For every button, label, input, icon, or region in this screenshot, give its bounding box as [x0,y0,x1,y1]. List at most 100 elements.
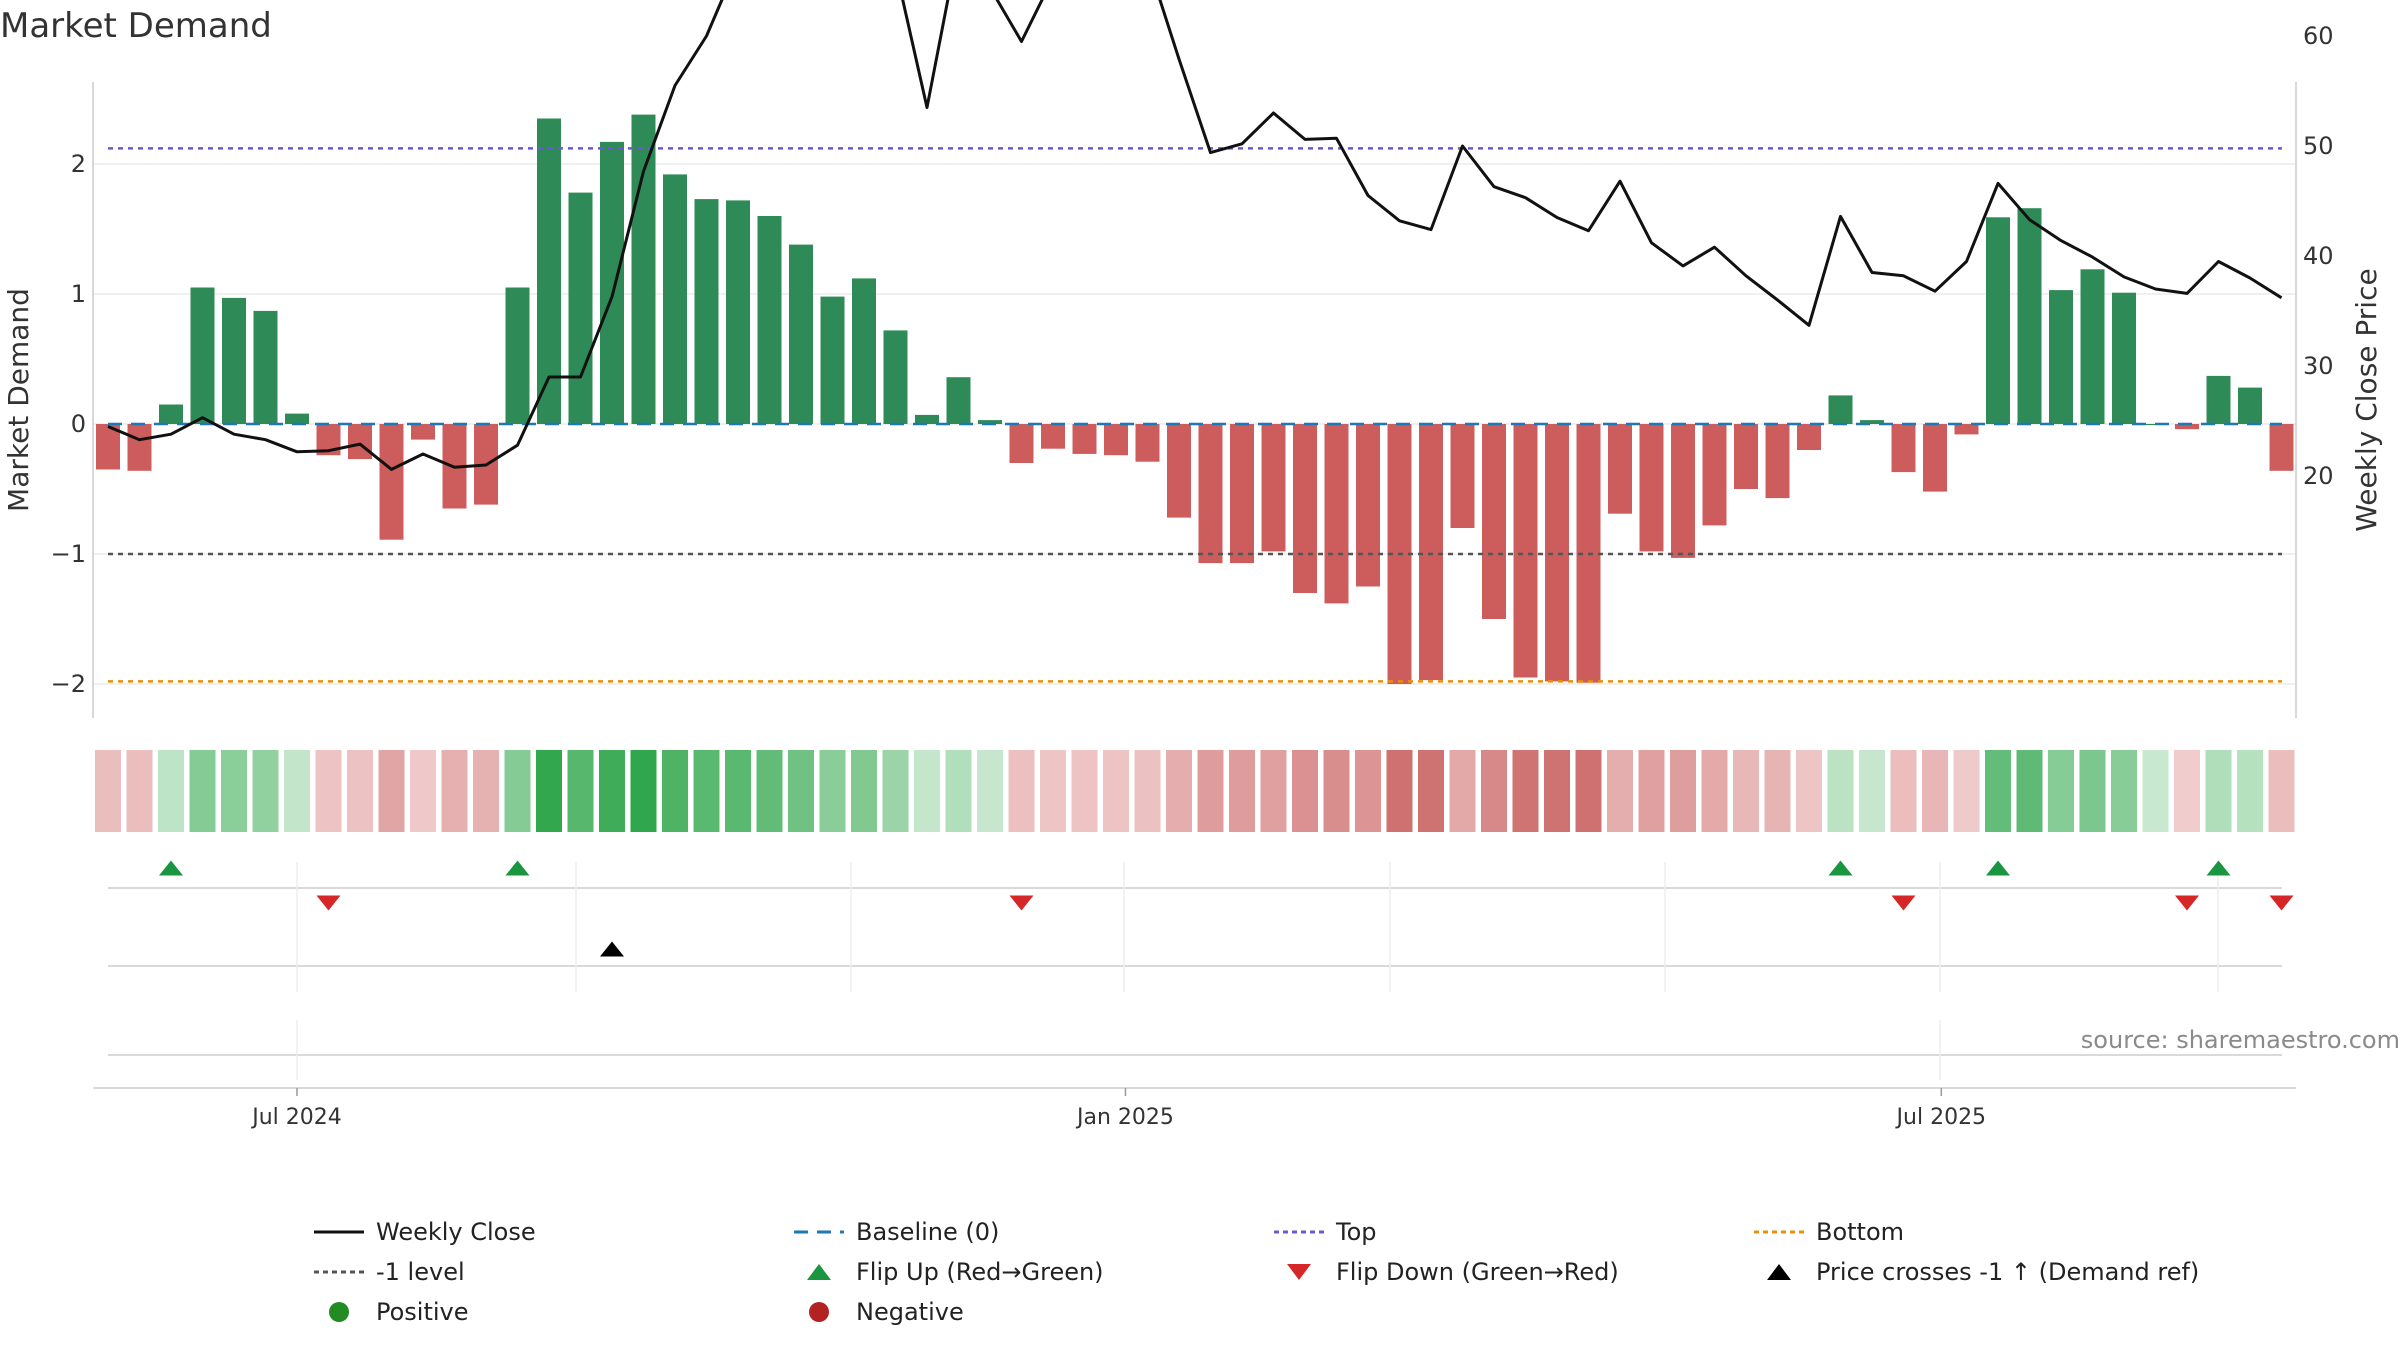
heat-cell [1071,750,1098,832]
dot-green-icon [300,1298,376,1326]
demand-bar [1765,424,1790,499]
heat-cell [2268,750,2295,832]
legend: Weekly Close Baseline (0) Top Bottom -1 leve… [300,1218,2250,1326]
heat-cell [315,750,342,832]
demand-bar [2112,292,2136,424]
demand-bar [883,330,908,424]
heat-cell [2174,750,2200,832]
heat-cell [1418,750,1444,832]
y-right-axis-label: Weekly Close Price [2350,268,2383,531]
price-line-group [107,0,2283,471]
reference-lines [108,147,2282,683]
heat-cell [126,750,153,832]
heat-cell [1134,750,1161,832]
dot-red-icon [780,1298,856,1326]
heat-cell [567,750,594,832]
demand-bar [1324,424,1349,604]
flip-down-marker [316,895,341,911]
demand-bar [2175,424,2199,430]
flip-up-marker [159,860,183,876]
demand-bar [96,424,120,470]
legend-item: -1 level [300,1258,780,1286]
demand-bar [915,414,939,424]
heat-cell [1922,750,1948,832]
date-axis: Jul 2024 Jan 2025 Jul 2025 [93,1087,2296,1130]
demand-bar [852,278,876,424]
flip-up-marker [505,860,530,876]
heat-cell [410,750,436,832]
demand-bar [631,114,656,424]
heat-strip [95,750,2295,832]
legend-item: Price crosses -1 ↑ (Demand ref) [1740,1258,2250,1286]
demand-bar [1419,424,1443,681]
demand-bar [127,424,152,471]
heat-cell [504,750,531,832]
heat-cell [2111,750,2137,832]
legend-item: Bottom [1740,1218,2250,1246]
legend-item: Negative [780,1298,1260,1326]
heat-cell [2016,750,2043,832]
marker-rows [108,860,2294,1080]
heat-cell [2048,750,2074,832]
demand-bar [1167,424,1191,518]
heat-cell [2142,750,2169,832]
heat-cell [1953,750,1980,832]
heat-cell [599,750,625,832]
heat-cell [1796,750,1822,832]
heat-cell [2237,750,2263,832]
heat-cell [1607,750,1633,832]
demand-bar [1671,424,1695,558]
legend-label: Flip Up (Red→Green) [856,1258,1104,1286]
heat-cell [693,750,720,832]
heat-cell [1260,750,1287,832]
demand-bar [190,287,215,424]
heat-cell [1701,750,1728,832]
heat-cell [882,750,909,832]
legend-item: Weekly Close [300,1218,780,1246]
heat-cell [221,750,247,832]
demand-bar [663,174,687,424]
demand-bar [1891,424,1916,473]
source-credit: source: sharemaestro.com [2080,1026,2400,1054]
y-right-tick-label: 60 [2303,22,2334,50]
line-solid-icon [300,1218,376,1246]
heat-cell [536,750,562,832]
demand-bar [1104,424,1128,456]
demand-bar [159,404,183,424]
demand-bar [2049,290,2073,424]
demand-bar [253,310,278,424]
heat-cell [1890,750,1917,832]
y-right-tick-label: 30 [2303,352,2334,380]
legend-label: -1 level [376,1258,465,1286]
demand-bar [1135,424,1160,462]
heat-cell [725,750,751,832]
demand-bar [2017,208,2042,424]
legend-label: Top [1336,1218,1377,1246]
demand-bar [1198,424,1223,564]
flip-down-marker [2269,895,2294,911]
heat-cell [851,750,877,832]
y-right-tick-label: 40 [2303,242,2334,270]
y-tick-label: −2 [51,670,86,698]
demand-bar [348,424,372,460]
date-tick-label: Jan 2025 [1075,1105,1174,1130]
triangle-down-red-icon [1260,1258,1336,1286]
heat-cell [662,750,688,832]
demand-bar [379,424,404,540]
y-right-tick-label: 50 [2303,132,2334,160]
heat-cell [1985,750,2011,832]
weekly-close-line [107,0,2283,471]
line-dashed-baseline-icon [780,1218,856,1246]
legend-label: Negative [856,1298,964,1326]
date-tick-label: Jul 2025 [1895,1105,1987,1130]
demand-bar [2206,375,2231,424]
heat-cell [1733,750,1759,832]
triangle-up-black-icon [1740,1258,1816,1286]
heat-cell [1229,750,1255,832]
demand-bar [1513,424,1538,678]
heat-cell [1166,750,1192,832]
demand-bar [411,424,435,440]
demand-bar [1702,424,1727,526]
legend-label: Flip Down (Green→Red) [1336,1258,1619,1286]
